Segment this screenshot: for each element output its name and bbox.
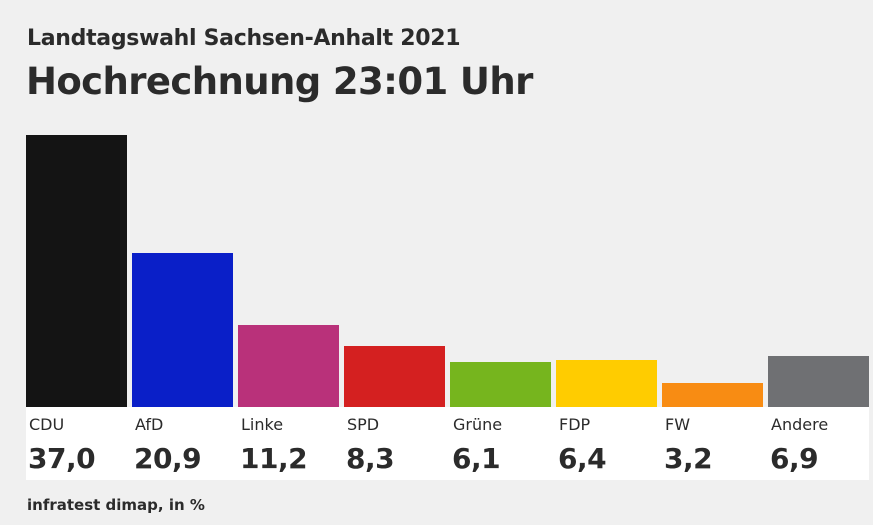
party-value-linke: 11,2 <box>240 442 308 475</box>
party-value-fdp: 6,4 <box>558 442 607 475</box>
party-value-afd: 20,9 <box>134 442 202 475</box>
party-value-grüne: 6,1 <box>452 442 501 475</box>
party-value-andere: 6,9 <box>770 442 819 475</box>
party-label-andere: Andere <box>771 415 829 434</box>
party-label-spd: SPD <box>347 415 380 434</box>
party-label-grüne: Grüne <box>453 415 503 434</box>
results-strip <box>26 407 869 480</box>
chart-subtitle: Landtagswahl Sachsen-Anhalt 2021 <box>27 26 461 51</box>
party-label-cdu: CDU <box>29 415 65 434</box>
bar-grüne <box>450 362 551 407</box>
party-label-linke: Linke <box>241 415 284 434</box>
party-label-fw: FW <box>665 415 691 434</box>
bar-fw <box>662 383 763 407</box>
bar-afd <box>132 253 233 407</box>
party-value-cdu: 37,0 <box>28 442 96 475</box>
party-label-fdp: FDP <box>559 415 591 434</box>
bar-fdp <box>556 359 657 407</box>
bar-cdu <box>26 135 127 407</box>
bar-linke <box>238 324 339 407</box>
bar-spd <box>344 345 445 407</box>
chart-title: Hochrechnung 23:01 Uhr <box>26 60 533 103</box>
party-value-spd: 8,3 <box>346 442 395 475</box>
bar-andere <box>768 356 869 407</box>
party-value-fw: 3,2 <box>664 442 713 475</box>
party-label-afd: AfD <box>135 415 164 434</box>
source-note: infratest dimap, in % <box>27 496 205 514</box>
